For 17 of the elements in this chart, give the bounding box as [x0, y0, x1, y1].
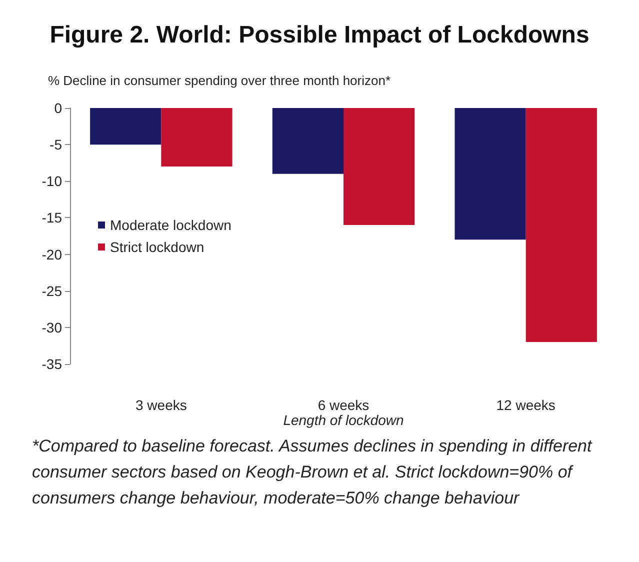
legend-label: Moderate lockdown — [110, 217, 232, 233]
chart-title: Figure 2. World: Possible Impact of Lockdowns — [50, 22, 590, 48]
y-tick-label: -35 — [42, 356, 62, 372]
x-axis-title: Length of lockdown — [283, 412, 404, 428]
x-tick-label: 12 weeks — [496, 397, 556, 413]
text: *Compared to baseline forecast. Assumes declines in spending in different consumer sectors based on Keogh-Brown et al. Strict lockdown=90% of consumers change behaviour, moderate=50% change behaviour — [32, 436, 596, 508]
x-tick-label: 3 weeks — [135, 397, 187, 413]
legend-label: Strict lockdown — [110, 239, 204, 255]
y-tick-label: -25 — [42, 282, 62, 299]
y-axis-title: % Decline in consumer spending over three month horizon* — [48, 73, 391, 88]
x-tick-label: 6 weeks — [318, 397, 370, 413]
y-tick-label: -10 — [42, 173, 62, 190]
y-tick-label: -20 — [42, 246, 62, 262]
y-tick-label: -30 — [42, 319, 62, 336]
y-tick-label: 0 — [54, 100, 62, 116]
y-tick-label: -15 — [42, 210, 62, 226]
y-tick-label: -5 — [50, 136, 62, 153]
